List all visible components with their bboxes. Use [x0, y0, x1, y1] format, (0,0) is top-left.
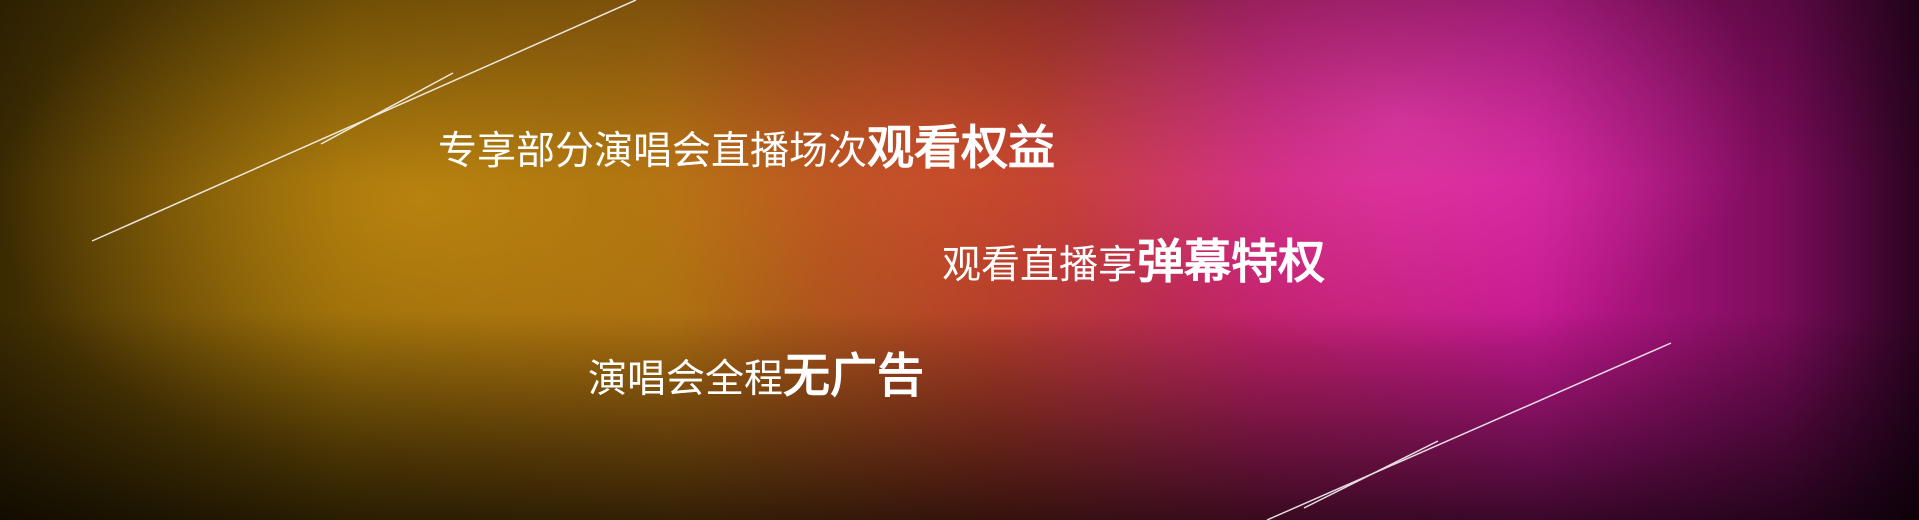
promo-line: 专享部分演唱会直播场次观看权益	[438, 121, 1055, 176]
promo-highlight: 观看权益	[867, 121, 1055, 176]
deco-lines	[91, 0, 1672, 520]
deco-line	[1303, 440, 1439, 509]
promo-highlight: 无广告	[783, 349, 924, 404]
deco-line	[320, 72, 454, 145]
promo-highlight: 弹幕特权	[1137, 235, 1325, 290]
promo-line: 演唱会全程无广告	[588, 349, 924, 404]
promo-text: 演唱会全程	[588, 357, 783, 402]
promo-line: 观看直播享弹幕特权	[942, 235, 1325, 290]
promo-text: 观看直播享	[942, 243, 1137, 288]
deco-line	[1266, 342, 1672, 520]
promo-text: 专享部分演唱会直播场次	[438, 129, 867, 174]
